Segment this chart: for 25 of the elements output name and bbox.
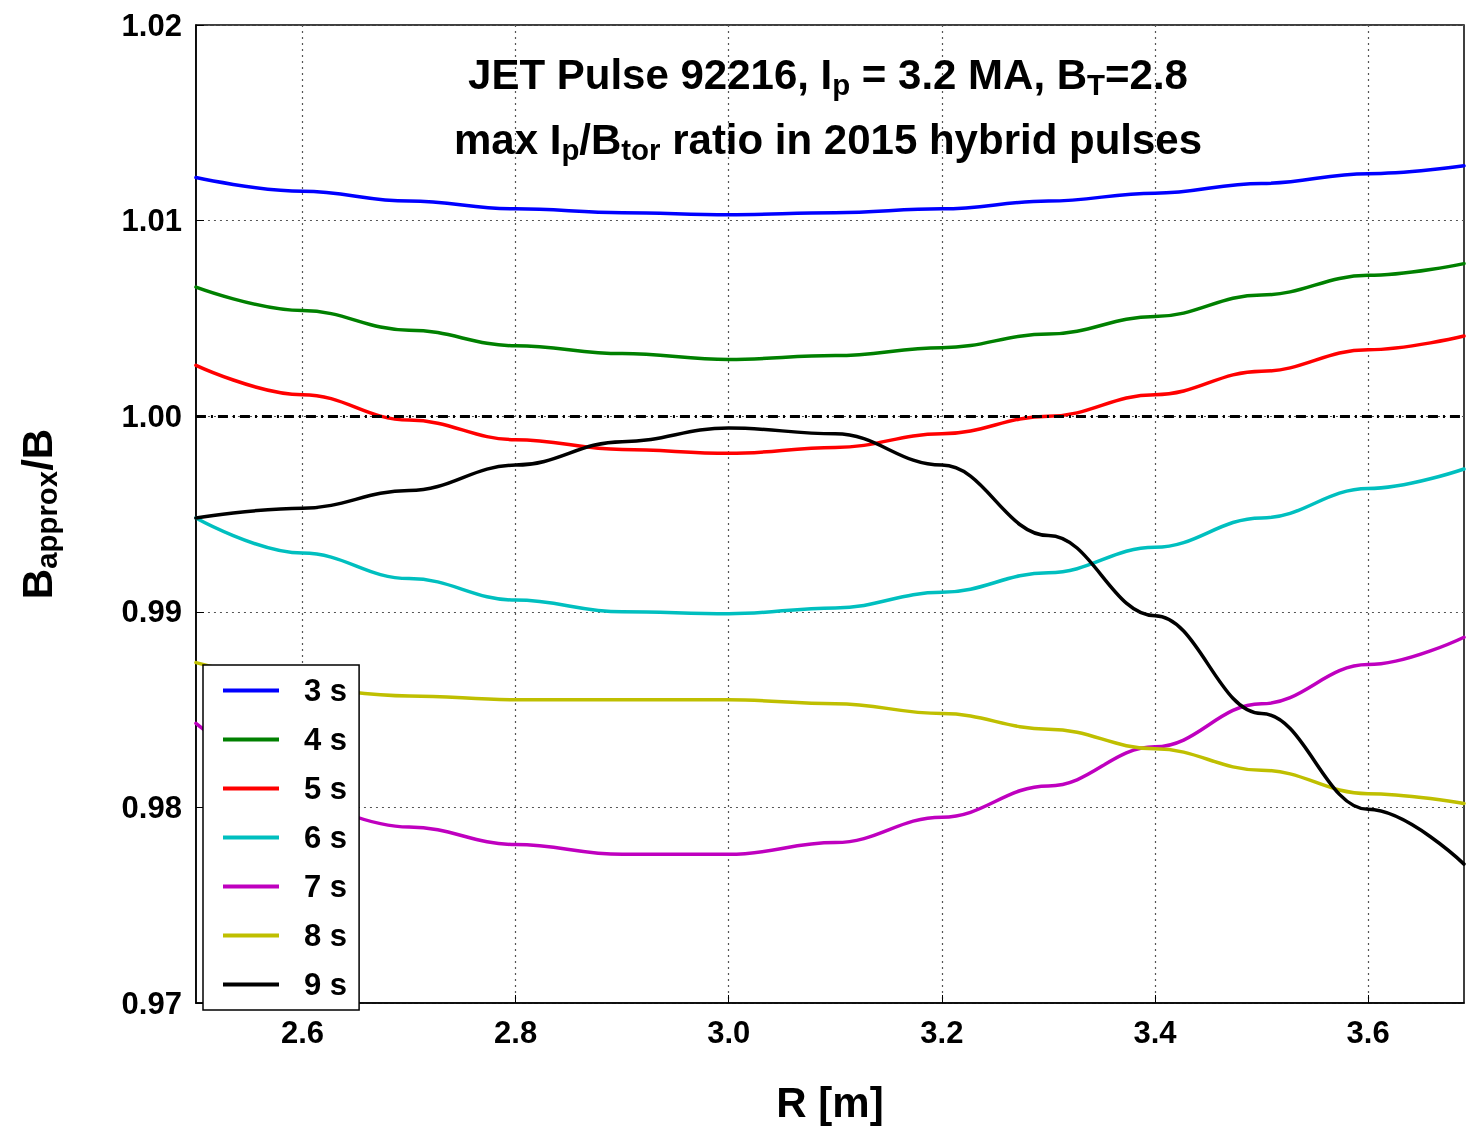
line-series [194, 467, 1466, 616]
y-tick-label: 1.02 [121, 7, 182, 43]
line-series [194, 261, 1466, 362]
legend-label: 4 s [304, 722, 348, 757]
legend-label: 6 s [304, 820, 348, 855]
legend-label: 3 s [304, 673, 348, 708]
legend-label: 7 s [304, 869, 348, 904]
y-tick-label: 1.00 [121, 398, 182, 434]
x-tick-label: 2.6 [280, 1015, 325, 1050]
y-tick-label: 0.98 [121, 789, 182, 825]
legend-label: 9 s [304, 967, 348, 1002]
x-tick-label: 3.6 [1346, 1015, 1390, 1050]
y-tick-label: 0.97 [121, 985, 182, 1021]
x-tick-label: 2.8 [494, 1015, 538, 1050]
line-series [194, 334, 1466, 456]
y-tick-label: 1.01 [121, 203, 182, 239]
line-series [194, 164, 1466, 217]
legend-label: 5 s [304, 771, 348, 806]
x-tick-label: 3.2 [920, 1015, 964, 1050]
x-tick-label: 3.4 [1133, 1015, 1178, 1050]
x-tick-label: 3.0 [707, 1015, 751, 1050]
y-axis-title: Bapprox/B [13, 428, 63, 600]
legend-label: 8 s [304, 918, 348, 953]
x-axis-title: R [m] [776, 1078, 884, 1126]
y-tick-label: 0.99 [121, 594, 182, 630]
